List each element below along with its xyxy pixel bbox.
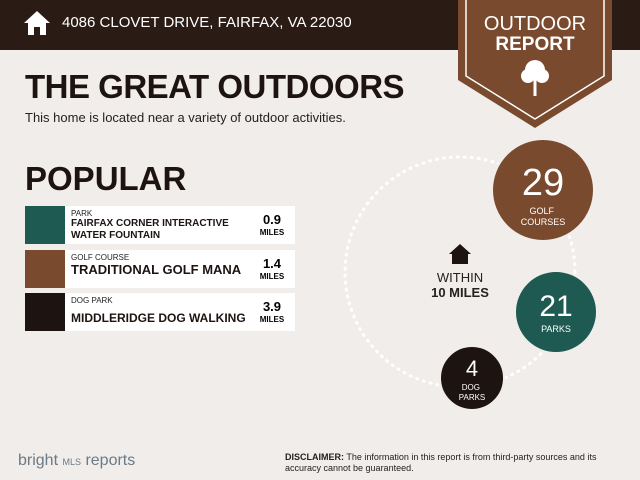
distance: 0.9 xyxy=(262,212,282,227)
distance: 3.9 xyxy=(262,299,282,314)
popular-heading: POPULAR xyxy=(25,160,187,197)
home-icon xyxy=(24,11,50,35)
logo-suffix: MLS xyxy=(62,457,81,467)
popular-item: GOLF COURSE TRADITIONAL GOLF MANA 1.4 MI… xyxy=(25,250,295,288)
logo: bright xyxy=(18,452,59,469)
count: 29 xyxy=(522,162,564,204)
badge-line1: OUTDOOR xyxy=(484,13,586,35)
count-label: DOG PARKS xyxy=(459,383,486,402)
summary-graphic: WITHIN 10 MILES 29 GOLF COURSES 21 PARKS… xyxy=(343,140,598,411)
disclaimer-label: DISCLAIMER: xyxy=(285,452,344,462)
disclaimer: DISCLAIMER: The information in this repo… xyxy=(285,452,625,474)
popular-item: PARK FAIRFAX CORNER INTERACTIVE WATER FO… xyxy=(25,206,295,244)
unit: MILES xyxy=(259,315,285,324)
address: 4086 CLOVET DRIVE, FAIRFAX, VA 22030 xyxy=(62,14,352,31)
category: GOLF COURSE xyxy=(71,253,130,262)
radius: 10 MILES xyxy=(431,285,489,300)
count: 21 xyxy=(539,290,572,323)
brand-logo: bright MLS reports xyxy=(18,452,135,470)
park-icon xyxy=(25,206,65,244)
dog-icon xyxy=(25,293,65,331)
golf-icon xyxy=(25,250,65,288)
place-name: FAIRFAX CORNER INTERACTIVE WATER FOUNTAI… xyxy=(71,218,229,241)
distance: 1.4 xyxy=(262,256,282,271)
within: WITHIN xyxy=(437,270,483,285)
title: THE GREAT OUTDOORS xyxy=(25,68,405,105)
count-label: GOLF COURSES xyxy=(521,206,566,227)
category: DOG PARK xyxy=(71,296,113,305)
count: 4 xyxy=(466,356,478,381)
subtitle: This home is located near a variety of o… xyxy=(25,110,346,125)
badge-line2: REPORT xyxy=(495,34,575,55)
disclaimer-text: The information in this report is from t… xyxy=(285,452,597,473)
unit: MILES xyxy=(259,228,285,237)
count-label: PARKS xyxy=(541,324,571,334)
badge: OUTDOOR REPORT xyxy=(458,0,612,128)
popular-item: DOG PARK MIDDLERIDGE DOG WALKING 3.9 MIL… xyxy=(25,293,295,331)
place-name: TRADITIONAL GOLF MANA xyxy=(71,262,242,277)
category: PARK xyxy=(71,209,93,218)
brand: reports xyxy=(85,452,136,469)
unit: MILES xyxy=(259,272,285,281)
place-name: MIDDLERIDGE DOG WALKING xyxy=(71,312,246,325)
